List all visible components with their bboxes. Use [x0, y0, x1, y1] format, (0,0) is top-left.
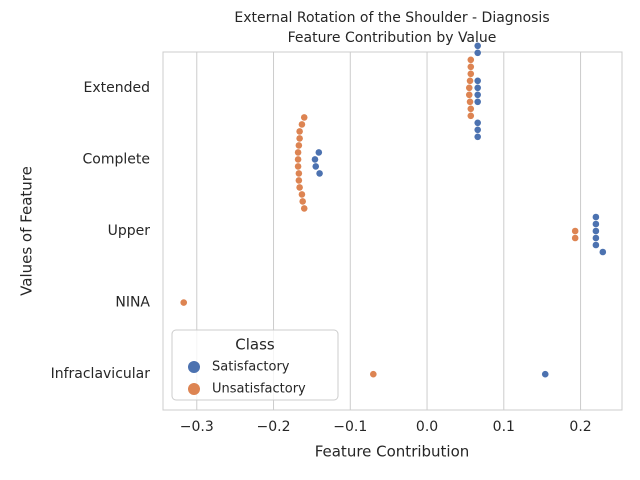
point	[599, 248, 607, 256]
point	[474, 77, 481, 85]
point	[466, 77, 474, 85]
point	[370, 370, 377, 378]
legend-box	[171, 329, 339, 401]
point	[467, 112, 475, 120]
point	[541, 370, 549, 378]
point	[465, 84, 473, 92]
point	[571, 234, 579, 242]
point	[311, 156, 319, 163]
chart-subtitle: Feature Contribution by Value	[288, 30, 497, 46]
plot-frame	[162, 51, 623, 411]
point	[467, 105, 475, 113]
point	[467, 56, 475, 64]
point	[467, 70, 475, 78]
point	[296, 135, 303, 142]
point	[312, 163, 320, 170]
legend-marker	[188, 383, 200, 395]
point	[467, 63, 475, 71]
x-tick-label: −0.3	[180, 419, 214, 435]
point	[180, 299, 188, 306]
point	[592, 220, 600, 228]
y-axis-label: Values of Feature	[18, 166, 36, 296]
point	[300, 205, 308, 212]
x-axis-label: Feature Contribution	[315, 443, 470, 461]
point	[294, 149, 302, 156]
chart-title: External Rotation of the Shoulder - Diag…	[234, 10, 549, 26]
point	[298, 121, 306, 128]
point	[299, 198, 306, 205]
point	[571, 227, 579, 235]
point	[466, 98, 474, 106]
point	[295, 177, 303, 184]
legend-marker	[188, 361, 200, 373]
legend-label: Satisfactory	[212, 360, 290, 375]
point	[474, 119, 481, 127]
legend-label: Unsatisfactory	[212, 382, 306, 397]
point	[474, 98, 481, 106]
point	[298, 191, 306, 198]
point	[592, 227, 600, 235]
point	[295, 170, 303, 177]
x-tick-label: −0.2	[257, 419, 291, 435]
point	[296, 184, 303, 191]
point	[474, 42, 481, 50]
point	[295, 142, 303, 149]
x-tick-label: −0.1	[333, 419, 367, 435]
x-tick-label: 0.1	[493, 419, 515, 435]
y-tick-label: Complete	[83, 151, 150, 167]
y-tick-label: NINA	[115, 295, 150, 311]
point	[474, 133, 481, 141]
point	[296, 128, 303, 135]
y-tick-label: Infraclavicular	[51, 366, 151, 382]
point	[592, 241, 600, 249]
point	[316, 170, 323, 177]
point	[300, 114, 308, 121]
y-tick-label: Upper	[108, 223, 151, 239]
point	[465, 91, 473, 99]
point	[592, 213, 600, 221]
x-tick-label: 0.0	[416, 419, 438, 435]
point	[294, 163, 302, 170]
point	[474, 126, 481, 134]
y-tick-label: Extended	[84, 80, 151, 96]
point	[474, 91, 481, 99]
point	[592, 234, 600, 242]
point	[474, 49, 481, 57]
point	[294, 156, 302, 163]
point	[474, 84, 481, 92]
point	[315, 149, 323, 156]
legend-title: Class	[235, 336, 275, 354]
x-tick-label: 0.2	[569, 419, 591, 435]
